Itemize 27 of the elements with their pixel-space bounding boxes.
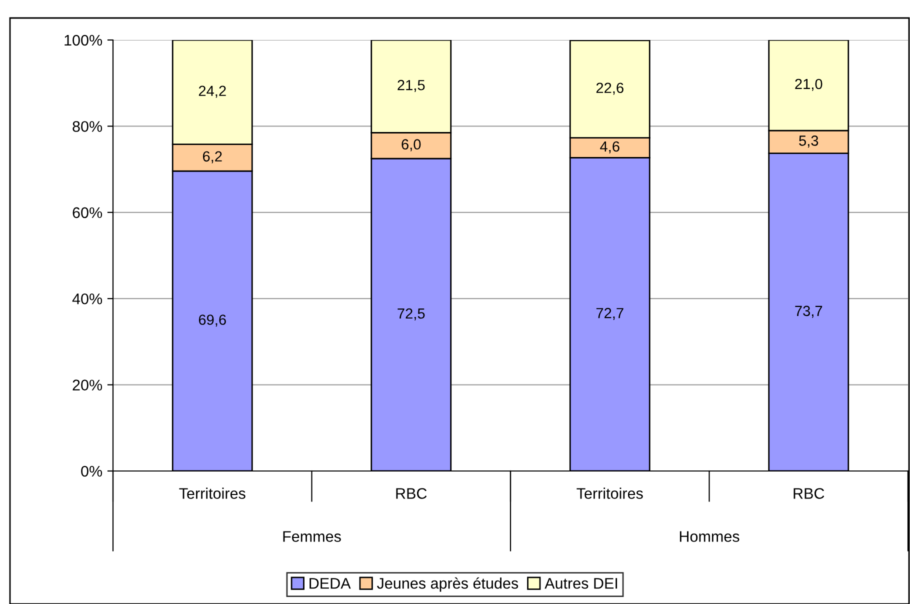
data-label: 22,6	[596, 82, 624, 95]
x-tick-label: Territoires	[576, 488, 643, 499]
data-label: 21,0	[795, 78, 822, 91]
data-label: 72,7	[596, 308, 624, 320]
y-tick-label: 60%	[72, 207, 102, 218]
y-tick-label: 20%	[72, 380, 102, 390]
y-tick-label: 0%	[81, 466, 102, 477]
data-label: 6,0	[402, 139, 421, 152]
x-tick-label: RBC	[794, 488, 824, 499]
text: Femmes	[283, 531, 341, 542]
data-label: 69,6	[198, 314, 226, 327]
legend-label: DEDA	[310, 578, 351, 589]
text: Hommes	[680, 531, 740, 542]
x-tick-label: RBC	[396, 488, 427, 499]
data-label: 5,3	[799, 136, 818, 148]
data-label: 73,7	[795, 306, 822, 318]
legend-label: Jeunes après études	[377, 577, 518, 592]
data-label: 24,2	[198, 86, 226, 98]
data-label: 72,5	[398, 308, 425, 320]
y-tick-label: 40%	[72, 293, 102, 304]
data-label: 4,6	[600, 141, 620, 154]
x-tick-label: Territoires	[179, 488, 246, 499]
y-tick-label: 80%	[72, 121, 102, 132]
data-label: 6,2	[202, 151, 222, 164]
legend-label: Autres DEI	[544, 578, 618, 589]
y-tick-label: 100%	[64, 34, 102, 46]
data-label: 21,5	[398, 80, 425, 92]
